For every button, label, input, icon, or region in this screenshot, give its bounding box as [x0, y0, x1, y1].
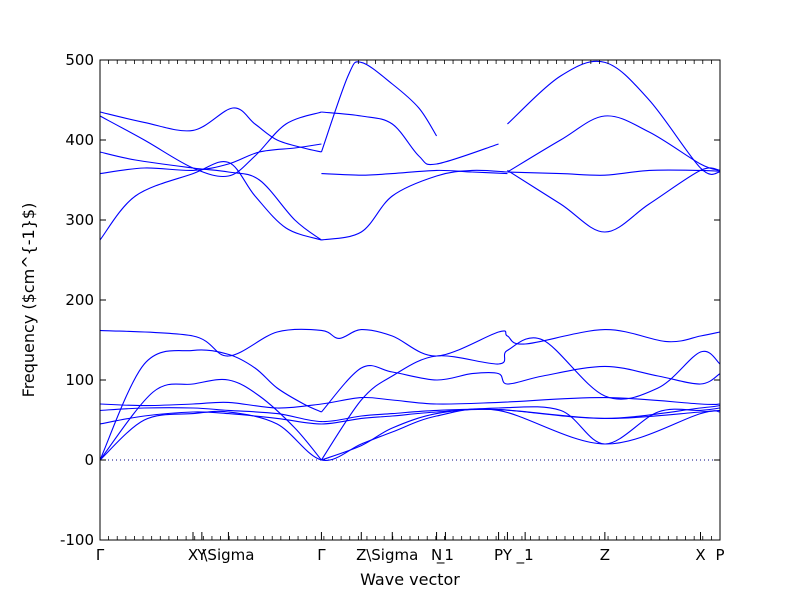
x-tick-label: Y — [502, 546, 513, 564]
x-tick-label: _1 — [436, 546, 454, 565]
x-tick-label: Γ — [317, 546, 326, 564]
x-tick-label: X — [695, 546, 705, 564]
x-tick-label: Z — [356, 546, 366, 564]
x-tick-label: X — [188, 546, 198, 564]
band-series-11 — [507, 115, 721, 173]
x-axis-label: Wave vector — [360, 570, 460, 589]
band-series-6 — [320, 61, 438, 153]
band-series-10 — [507, 60, 721, 175]
x-tick-label: Y — [196, 546, 207, 564]
y-tick-label: 500 — [65, 51, 94, 69]
y-tick-label: 0 — [84, 451, 94, 469]
x-tick-label: N — [431, 546, 442, 564]
band-series-17 — [321, 364, 721, 413]
x-tick-label: _1 — [516, 546, 534, 565]
y-tick-label: 300 — [65, 211, 94, 229]
band-series-13 — [507, 167, 721, 233]
x-tick-label: Z — [600, 546, 610, 564]
band-series-18 — [320, 337, 721, 461]
y-tick-label: 400 — [65, 131, 94, 149]
band-series-2 — [99, 111, 322, 178]
plot-area-background — [100, 60, 720, 540]
band-series-21 — [99, 408, 721, 425]
x-tick-label: Γ — [96, 546, 105, 564]
band-series-16 — [99, 378, 322, 461]
band-series-12 — [507, 169, 721, 176]
band-series-9 — [321, 169, 508, 241]
band-series-14 — [99, 328, 721, 357]
band-series-3 — [99, 151, 322, 241]
series-layer — [99, 60, 721, 462]
y-axis-ticks: -100 0 100 200 300 400 500 — [60, 51, 720, 549]
band-series-19 — [99, 396, 721, 409]
y-tick-label: 100 — [65, 371, 94, 389]
band-series-7 — [321, 111, 499, 166]
y-tick-label: -100 — [60, 531, 94, 549]
x-tick-label: P — [494, 546, 503, 564]
y-axis-label: Frequency ($cm^{-1}$) — [19, 203, 38, 398]
y-tick-label: 200 — [65, 291, 94, 309]
band-series-4 — [99, 143, 322, 175]
x-axis-ticks: Γ X Y\Sigma Γ Z \Sigma N_1 P Y _1 Z X P — [96, 532, 725, 565]
minor-tick-layer — [99, 60, 721, 540]
x-tick-label: \Sigma — [202, 546, 254, 564]
band-series-8 — [321, 169, 508, 176]
band-series-5 — [99, 161, 322, 241]
x-tick-label: P — [715, 546, 724, 564]
x-tick-label: \Sigma — [366, 546, 418, 564]
band-series-23 — [321, 406, 721, 461]
band-series-15 — [99, 349, 322, 461]
